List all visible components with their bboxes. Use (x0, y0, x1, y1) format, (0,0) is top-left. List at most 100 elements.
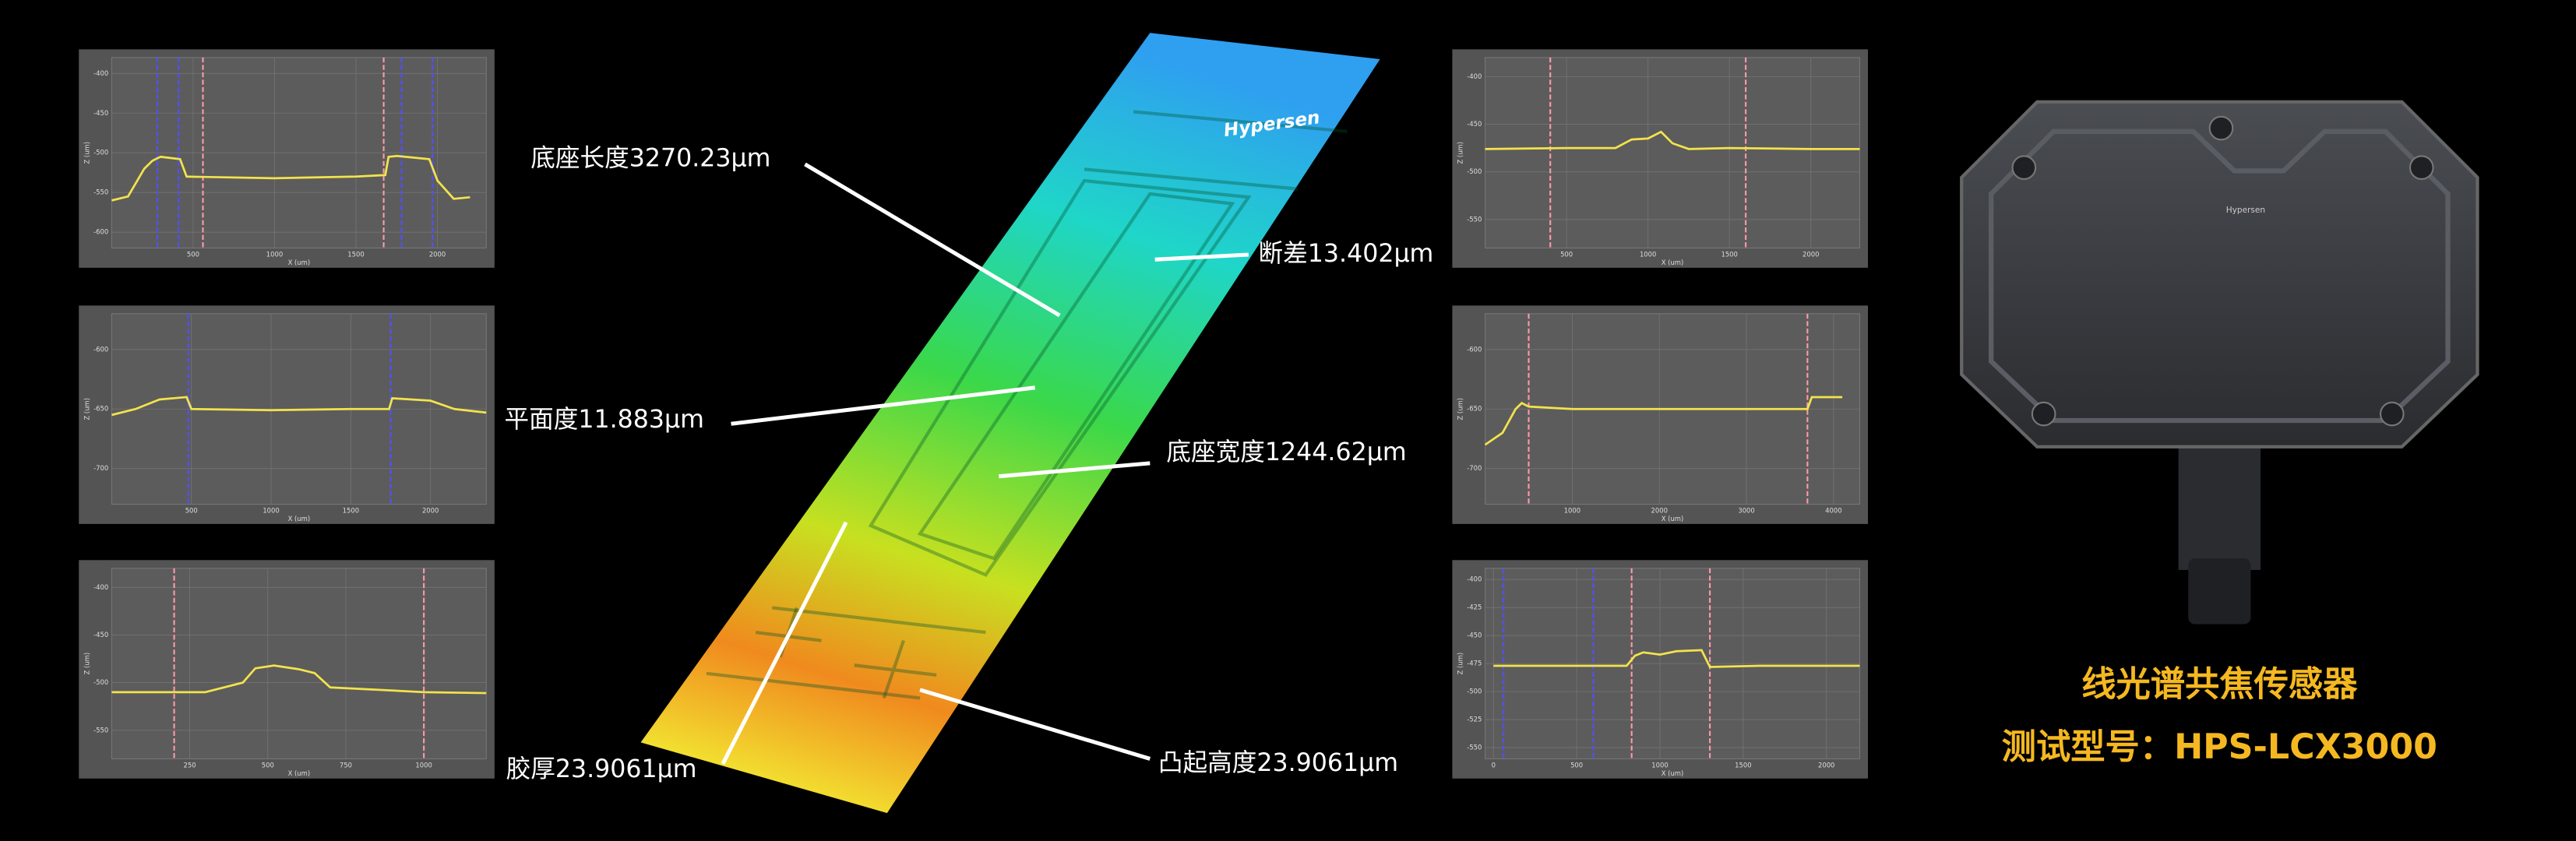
y-tick-label: -425 (1467, 603, 1482, 611)
x-tick-label: 3000 (1738, 506, 1754, 514)
x-tick-label: 1000 (266, 250, 283, 258)
x-tick-label: 1000 (263, 506, 279, 514)
sensor-logo: Hypersen (2226, 206, 2265, 215)
y-tick-label: -450 (1467, 120, 1482, 128)
profile-line (111, 154, 470, 202)
profile-chart: 0 500 1000 1500 2000 -400 -425 -450 -475 -500 -525… (1452, 560, 1868, 779)
plot-area (1485, 57, 1860, 249)
x-axis-label: X (um) (1662, 515, 1684, 523)
x-tick-label: 1000 (415, 761, 432, 769)
y-tick-label: -600 (1467, 345, 1482, 353)
product-title: 线光谱共焦传感器 (2081, 665, 2358, 705)
callout: 凸起高度23.9061μm (1158, 749, 1398, 777)
y-tick-label: -450 (1467, 632, 1482, 639)
y-axis-label: Z (um) (83, 142, 90, 164)
y-tick-label: -550 (93, 188, 108, 196)
y-tick-label: -500 (1467, 688, 1482, 695)
profile-chart: 500 1000 1500 2000 -400 -450 -500 -550 -600 X (um… (79, 49, 495, 268)
y-tick-label: -700 (1467, 464, 1482, 472)
x-tick-label: 1500 (343, 506, 359, 514)
sensor-lens (2188, 558, 2251, 625)
callout-line (1154, 252, 1249, 262)
callout: 底座宽度1244.62μm (1166, 438, 1406, 466)
callout: 平面度11.883μm (504, 406, 703, 434)
callout-line (721, 521, 848, 765)
y-tick-label: -400 (1467, 72, 1482, 80)
y-axis-label: Z (um) (1456, 398, 1464, 420)
x-axis-label: X (um) (1662, 769, 1684, 777)
y-tick-label: -600 (93, 228, 108, 236)
callouts: 底座长度3270.23μm 断差13.402μm 平面度11.883μm 底座宽… (504, 145, 1433, 784)
x-tick-label: 2000 (429, 250, 446, 258)
y-tick-label: -450 (93, 109, 108, 117)
y-tick-label: -400 (93, 583, 108, 591)
x-tick-label: 4000 (1825, 506, 1841, 514)
profile-line (1493, 649, 1860, 668)
y-axis-label: Z (um) (83, 398, 90, 420)
y-tick-label: -700 (93, 464, 108, 472)
scan-image: Hypersen (640, 33, 1380, 814)
profile-chart: 500 1000 1500 2000 -600 -650 -700 X (um) Z (um) (79, 305, 495, 524)
x-axis-label: X (um) (288, 259, 311, 266)
x-tick-label: 750 (340, 761, 352, 769)
x-tick-label: 250 (184, 761, 196, 769)
callout-line (999, 461, 1151, 479)
y-tick-label: -400 (1467, 575, 1482, 583)
x-axis-label: X (um) (1662, 259, 1684, 266)
y-tick-label: -500 (93, 149, 108, 157)
x-axis-label: X (um) (288, 769, 311, 777)
y-tick-label: -475 (1467, 660, 1482, 667)
x-tick-label: 1500 (1735, 761, 1751, 769)
y-axis-label: Z (um) (83, 653, 90, 675)
x-tick-label: 2000 (1651, 506, 1668, 514)
callout: 底座长度3270.23μm (530, 145, 770, 173)
y-tick-label: -550 (1467, 215, 1482, 223)
y-tick-label: -650 (1467, 405, 1482, 413)
x-tick-label: 500 (1560, 250, 1573, 258)
x-tick-label: 500 (187, 250, 199, 258)
sensor: Hypersen (1960, 100, 2479, 625)
profile-line (111, 396, 487, 417)
x-tick-label: 1500 (1721, 250, 1737, 258)
x-axis-label: X (um) (288, 515, 311, 523)
profile-line (111, 664, 487, 695)
y-tick-label: -650 (93, 405, 108, 413)
y-tick-label: -600 (93, 345, 108, 353)
x-tick-label: 1000 (1564, 506, 1580, 514)
y-tick-label: -500 (1467, 167, 1482, 175)
sensor-panel (1989, 128, 2451, 424)
y-tick-label: -525 (1467, 716, 1482, 723)
y-tick-label: -500 (93, 678, 108, 686)
x-tick-label: 2000 (422, 506, 439, 514)
x-tick-label: 1000 (1640, 250, 1656, 258)
product-model: 测试型号：HPS-LCX3000 (2002, 727, 2437, 767)
profile-chart: 250 500 750 1000 -400 -450 -500 -550 X (um) Z (um… (79, 560, 495, 779)
x-tick-label: 2000 (1802, 250, 1819, 258)
callout: 胶厚23.9061μm (506, 755, 697, 783)
x-tick-label: 0 (1492, 761, 1496, 769)
y-axis-label: Z (um) (1456, 653, 1464, 675)
y-tick-label: -550 (93, 726, 108, 734)
profile-line (1485, 130, 1860, 150)
x-tick-label: 2000 (1818, 761, 1834, 769)
x-tick-label: 1000 (1651, 761, 1668, 769)
y-axis-label: Z (um) (1456, 142, 1464, 164)
callout-line (804, 162, 1061, 318)
sensor-body (1960, 100, 2479, 449)
scan-surface (640, 33, 1380, 814)
profile-line (1484, 396, 1843, 446)
y-tick-label: -400 (93, 69, 108, 77)
x-tick-label: 1500 (347, 250, 364, 258)
x-tick-label: 500 (1570, 761, 1583, 769)
y-tick-label: -550 (1467, 744, 1482, 751)
profile-chart: 1000 2000 3000 4000 -600 -650 -700 X (um) Z (um) (1452, 305, 1868, 524)
callout-line (731, 385, 1036, 426)
sensor-neck (2178, 430, 2261, 570)
x-tick-label: 500 (185, 506, 198, 514)
profile-chart: 500 1000 1500 2000 -400 -450 -500 -550 X (um) Z (… (1452, 49, 1868, 268)
callout: 断差13.402μm (1259, 240, 1434, 268)
callout-line (919, 688, 1151, 761)
sensor-screws (2011, 115, 2434, 427)
